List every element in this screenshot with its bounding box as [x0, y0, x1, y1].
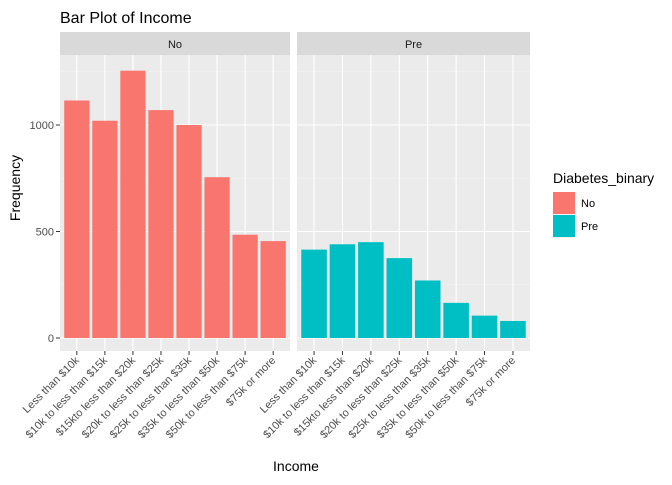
y-tick-label: 0 — [48, 333, 54, 345]
bar — [176, 125, 202, 338]
facet-strip-label: Pre — [405, 39, 422, 51]
facet-strip-label: No — [168, 39, 182, 51]
bar — [414, 280, 441, 338]
legend-items: No Pre — [553, 192, 598, 238]
legend-key — [553, 215, 575, 237]
y-axis-label: Frequency — [7, 155, 23, 221]
legend: Diabetes_binary No Pre — [553, 170, 654, 238]
legend-item-label: No — [581, 198, 595, 210]
bar — [260, 241, 286, 338]
facet-strip — [60, 32, 290, 55]
bar — [500, 320, 526, 338]
x-axis-label: Income — [273, 458, 319, 474]
bar — [358, 242, 384, 338]
bar — [92, 120, 118, 339]
bar — [148, 110, 174, 338]
legend-item-label: Pre — [581, 221, 598, 233]
bar — [120, 70, 146, 338]
bar — [471, 315, 498, 338]
bar — [329, 244, 356, 338]
legend-key — [553, 192, 575, 214]
bar — [301, 249, 327, 338]
bar — [232, 234, 258, 338]
chart-title: Bar Plot of Income — [60, 10, 192, 27]
bar — [204, 177, 230, 338]
facet-strip — [297, 32, 530, 55]
y-tick-label: 1000 — [30, 120, 54, 132]
bar — [386, 258, 413, 338]
legend-title: Diabetes_binary — [553, 170, 654, 186]
y-tick-label: 500 — [36, 227, 54, 239]
bar — [443, 302, 469, 338]
bar — [64, 100, 90, 338]
